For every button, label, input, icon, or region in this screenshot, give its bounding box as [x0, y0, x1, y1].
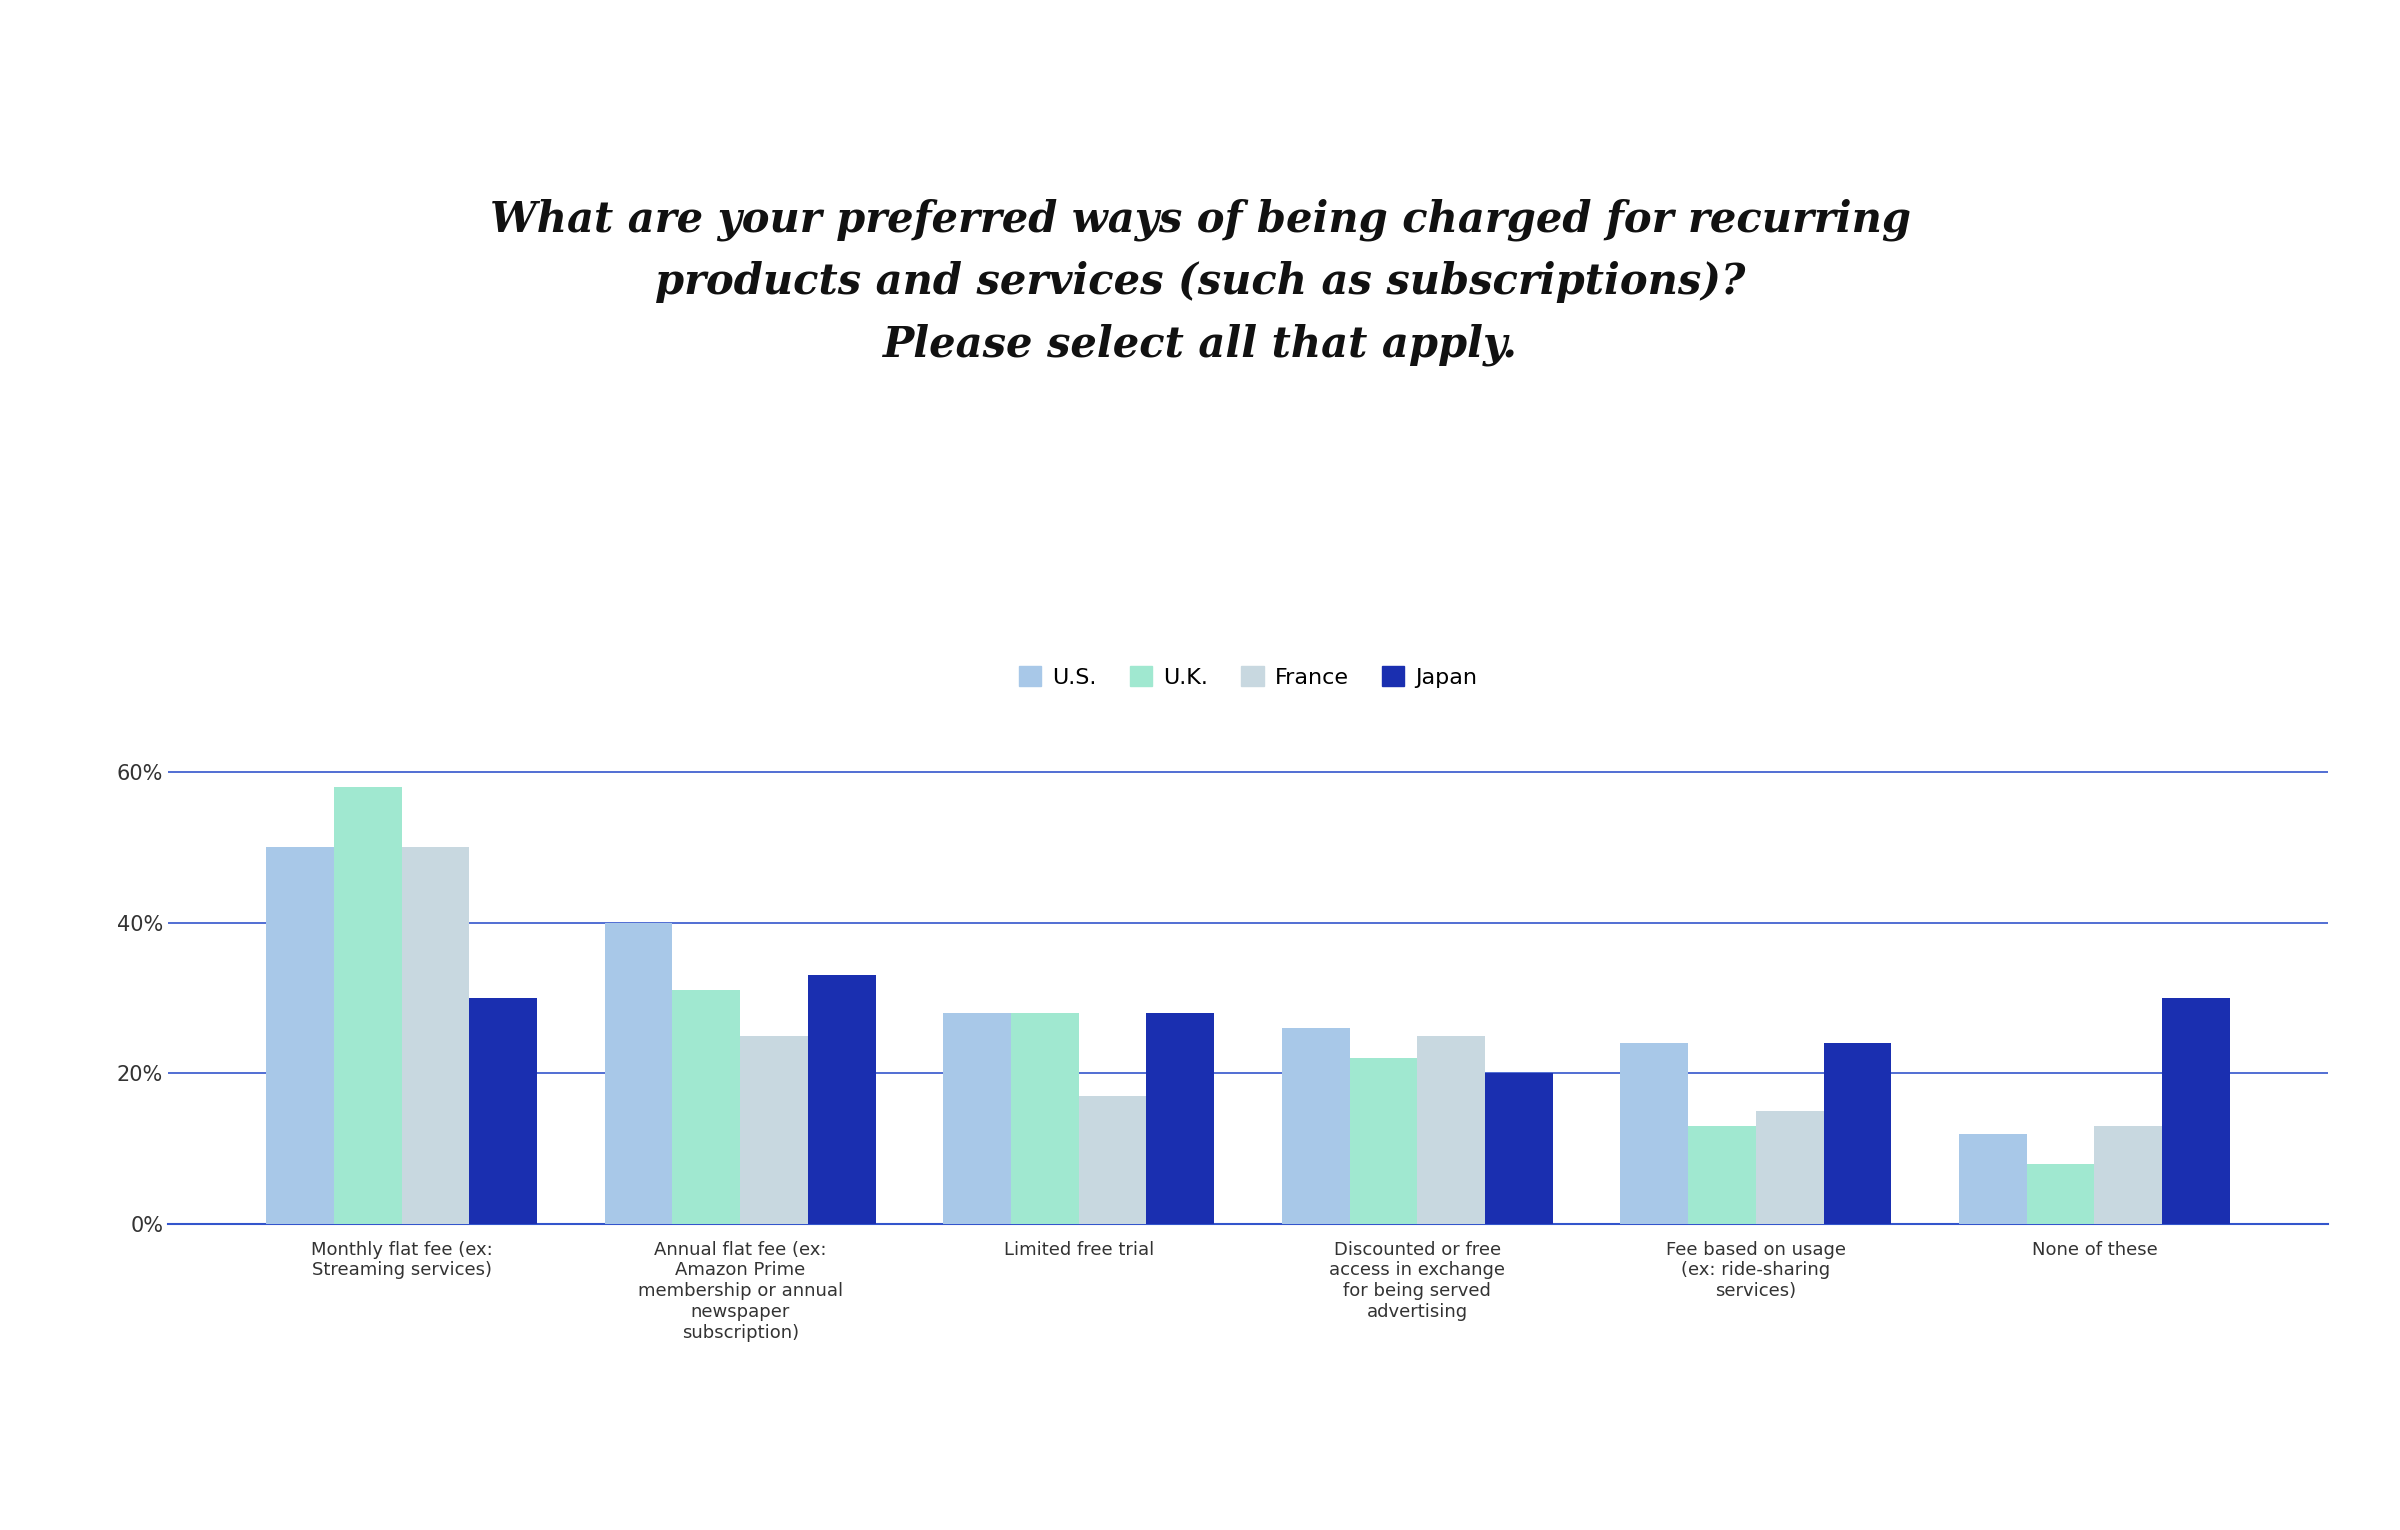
Bar	[1282, 1028, 1349, 1224]
Bar	[1418, 1036, 1486, 1224]
Bar	[1010, 1013, 1078, 1224]
Legend: U.S., U.K., France, Japan: U.S., U.K., France, Japan	[1010, 658, 1486, 696]
Bar	[1620, 1043, 1687, 1224]
Bar	[809, 976, 876, 1224]
Bar	[2162, 998, 2230, 1224]
Bar	[605, 923, 672, 1224]
Text: What are your preferred ways of being charged for recurring
products and service: What are your preferred ways of being ch…	[490, 199, 1910, 366]
Bar	[739, 1036, 809, 1224]
Bar	[1824, 1043, 1891, 1224]
Bar	[2026, 1164, 2095, 1224]
Bar	[266, 848, 334, 1224]
Bar	[1958, 1134, 2026, 1224]
Bar	[1147, 1013, 1214, 1224]
Bar	[1078, 1095, 1147, 1224]
Bar	[1486, 1074, 1553, 1224]
Bar	[672, 990, 739, 1224]
Bar	[2095, 1126, 2162, 1224]
Bar	[470, 998, 538, 1224]
Bar	[334, 786, 401, 1224]
Bar	[943, 1013, 1010, 1224]
Bar	[1687, 1126, 1757, 1224]
Bar	[401, 848, 470, 1224]
Bar	[1757, 1111, 1824, 1224]
Bar	[1349, 1059, 1418, 1224]
